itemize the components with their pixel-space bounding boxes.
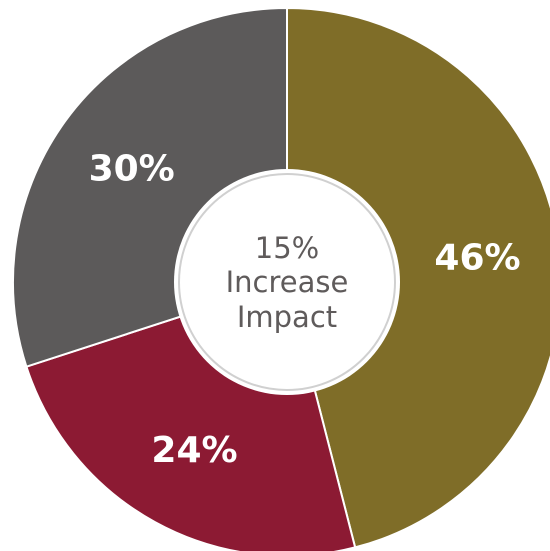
slice-label-1: 24%	[151, 430, 237, 471]
center-line2-text: Impact	[237, 300, 337, 334]
slice-label-0: 46%	[434, 237, 520, 278]
center-value-text: 15%	[255, 231, 319, 265]
center-line1-text: Increase	[226, 265, 349, 299]
slice-0	[286, 6, 550, 549]
slice-labels-group: 46% 24% 30%	[89, 149, 521, 471]
center-hole	[174, 169, 400, 395]
center-ring	[178, 173, 396, 391]
slice-label-2: 30%	[89, 149, 175, 190]
